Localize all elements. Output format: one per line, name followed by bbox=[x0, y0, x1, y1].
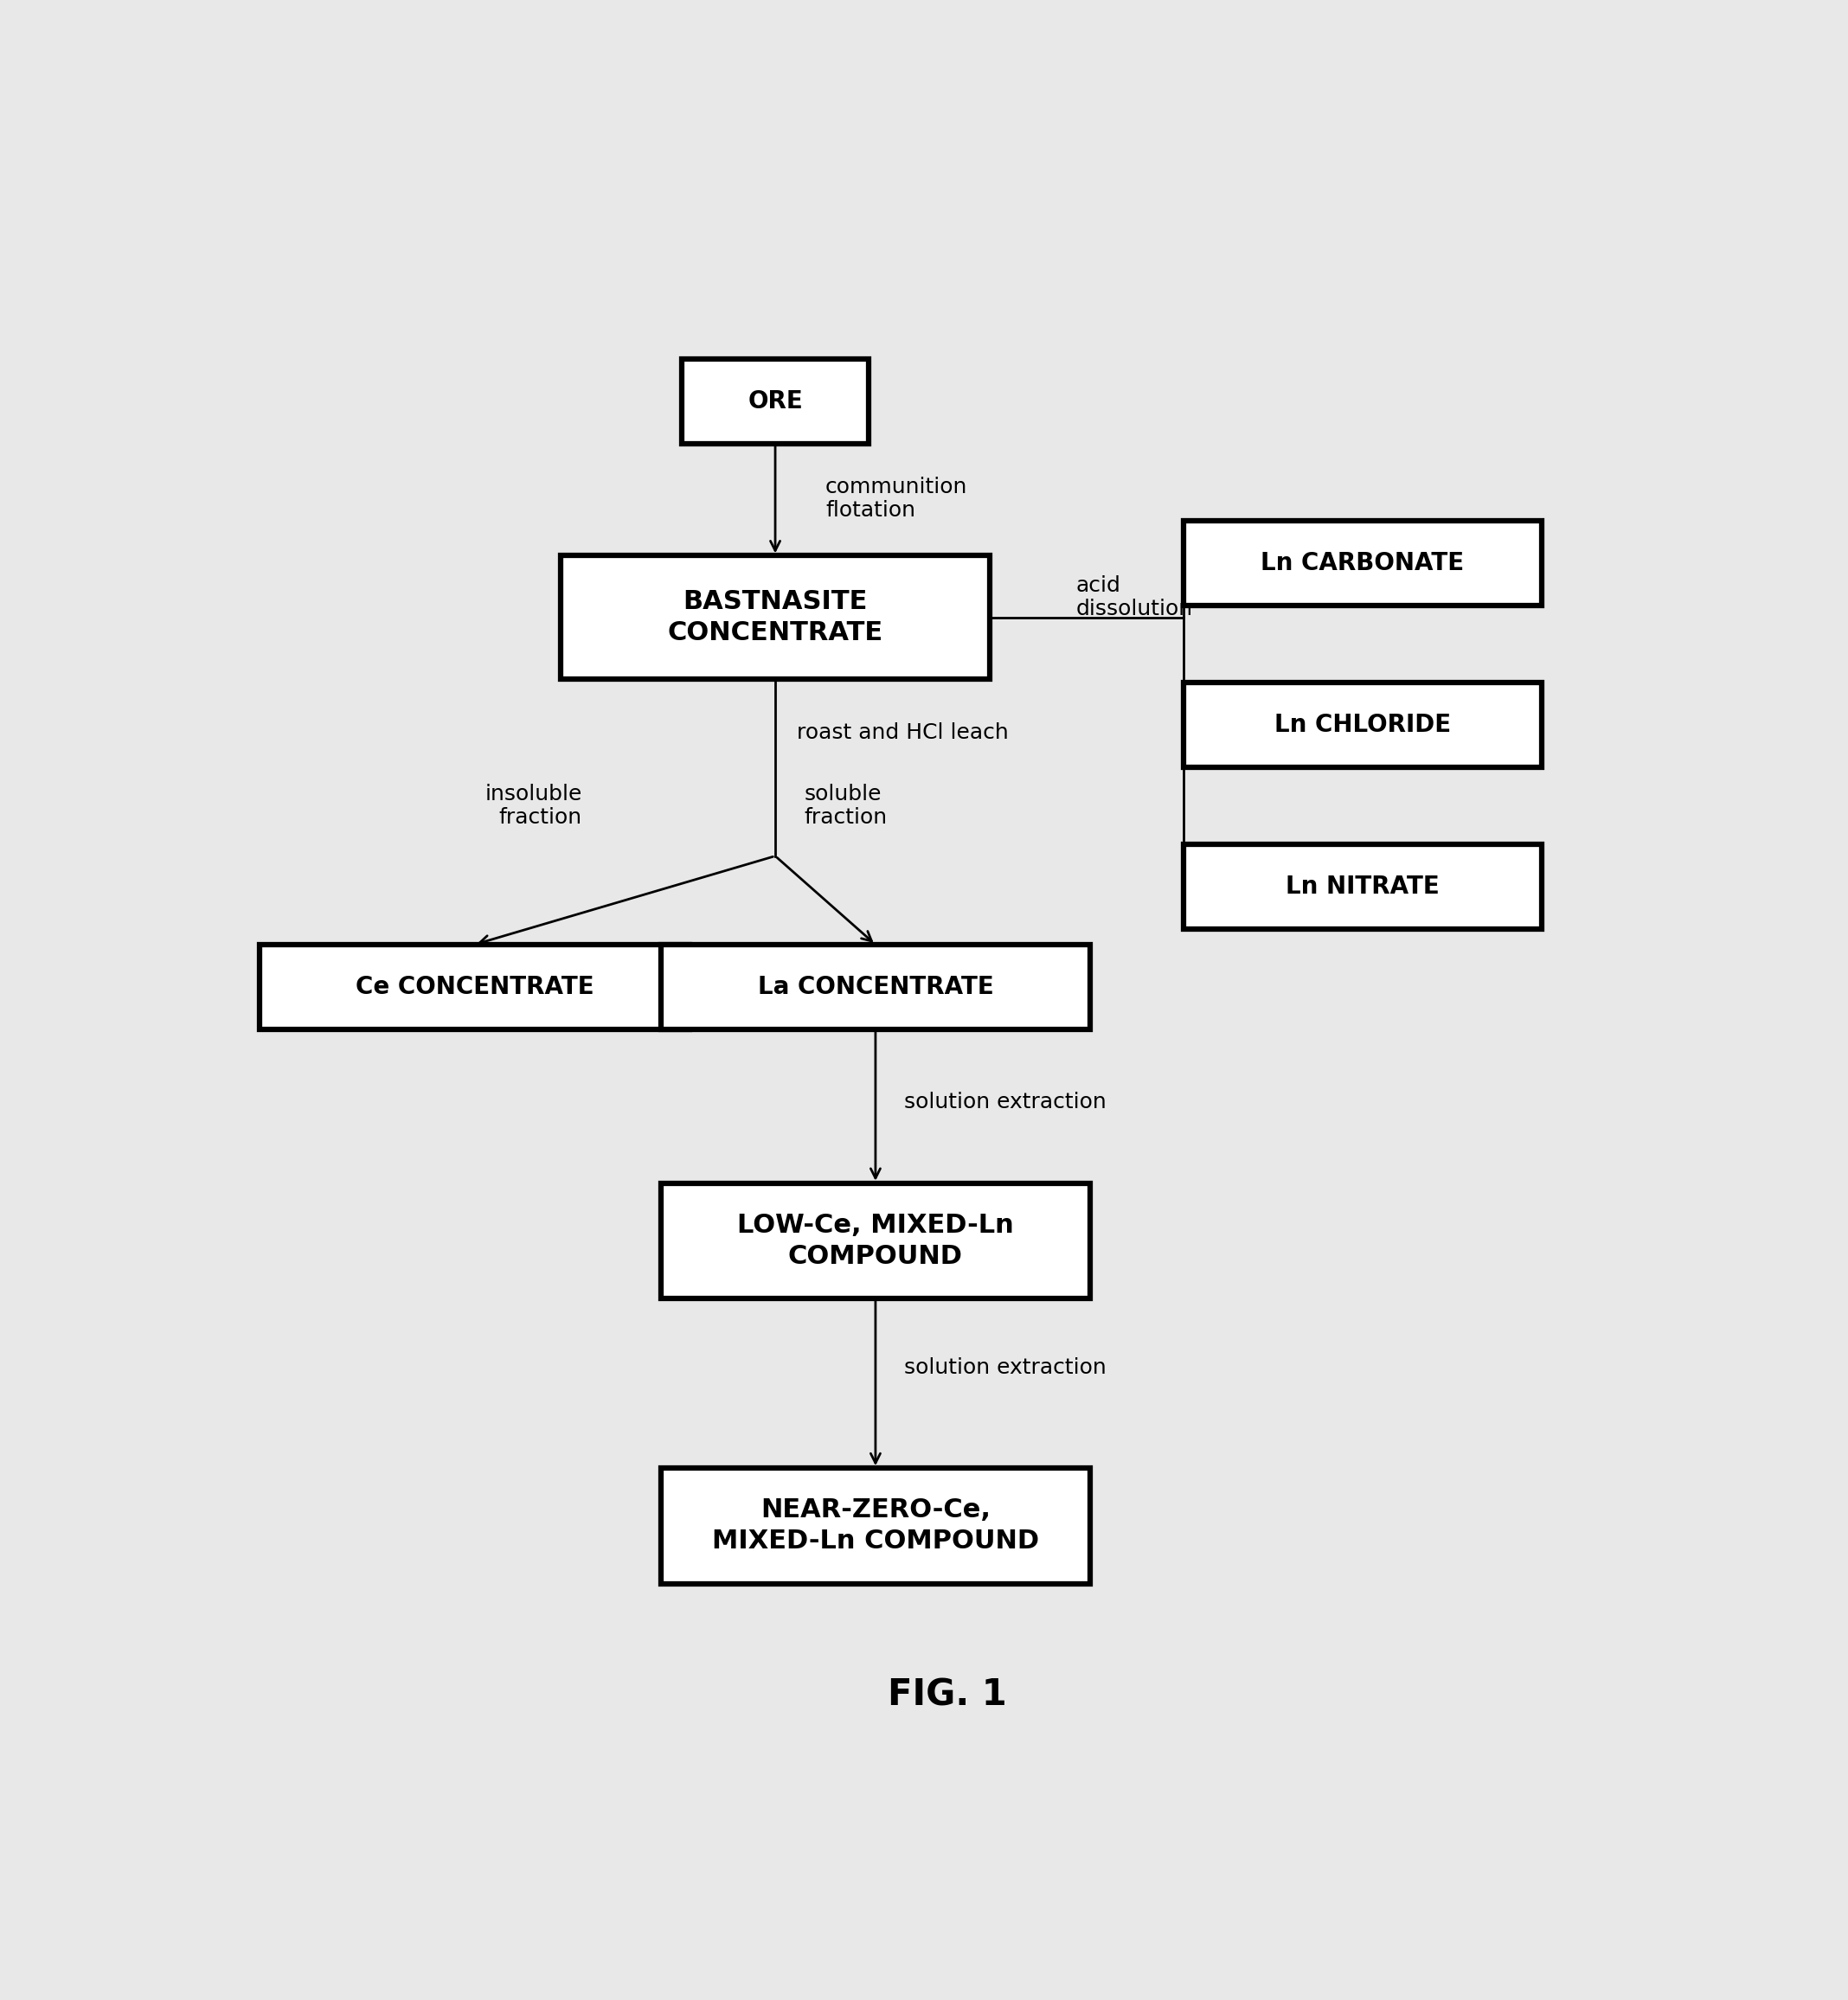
Text: Ce CONCENTRATE: Ce CONCENTRATE bbox=[355, 974, 593, 1000]
FancyBboxPatch shape bbox=[560, 556, 991, 678]
FancyBboxPatch shape bbox=[261, 944, 689, 1030]
FancyBboxPatch shape bbox=[1183, 844, 1541, 930]
FancyBboxPatch shape bbox=[1183, 682, 1541, 768]
Text: acid
dissolution: acid dissolution bbox=[1076, 574, 1194, 620]
FancyBboxPatch shape bbox=[662, 944, 1090, 1030]
Text: NEAR-ZERO-Ce,
MIXED-Ln COMPOUND: NEAR-ZERO-Ce, MIXED-Ln COMPOUND bbox=[711, 1498, 1039, 1554]
FancyBboxPatch shape bbox=[662, 1184, 1090, 1298]
Text: BASTNASITE
CONCENTRATE: BASTNASITE CONCENTRATE bbox=[667, 590, 883, 646]
Text: solution extraction: solution extraction bbox=[904, 1356, 1107, 1378]
FancyBboxPatch shape bbox=[662, 1468, 1090, 1584]
Text: ORE: ORE bbox=[748, 390, 802, 414]
Text: communition
flotation: communition flotation bbox=[826, 476, 968, 522]
FancyBboxPatch shape bbox=[1183, 522, 1541, 606]
Text: roast and HCl leach: roast and HCl leach bbox=[796, 722, 1009, 744]
Text: soluble
fraction: soluble fraction bbox=[804, 784, 887, 828]
FancyBboxPatch shape bbox=[682, 360, 869, 444]
Text: Ln CARBONATE: Ln CARBONATE bbox=[1260, 552, 1464, 576]
Text: La CONCENTRATE: La CONCENTRATE bbox=[758, 974, 994, 1000]
Text: FIG. 1: FIG. 1 bbox=[887, 1678, 1007, 1714]
Text: Ln CHLORIDE: Ln CHLORIDE bbox=[1273, 712, 1451, 738]
Text: Ln NITRATE: Ln NITRATE bbox=[1286, 874, 1440, 898]
Text: LOW-Ce, MIXED-Ln
COMPOUND: LOW-Ce, MIXED-Ln COMPOUND bbox=[737, 1212, 1015, 1270]
Text: solution extraction: solution extraction bbox=[904, 1092, 1107, 1112]
Text: insoluble
fraction: insoluble fraction bbox=[484, 784, 582, 828]
